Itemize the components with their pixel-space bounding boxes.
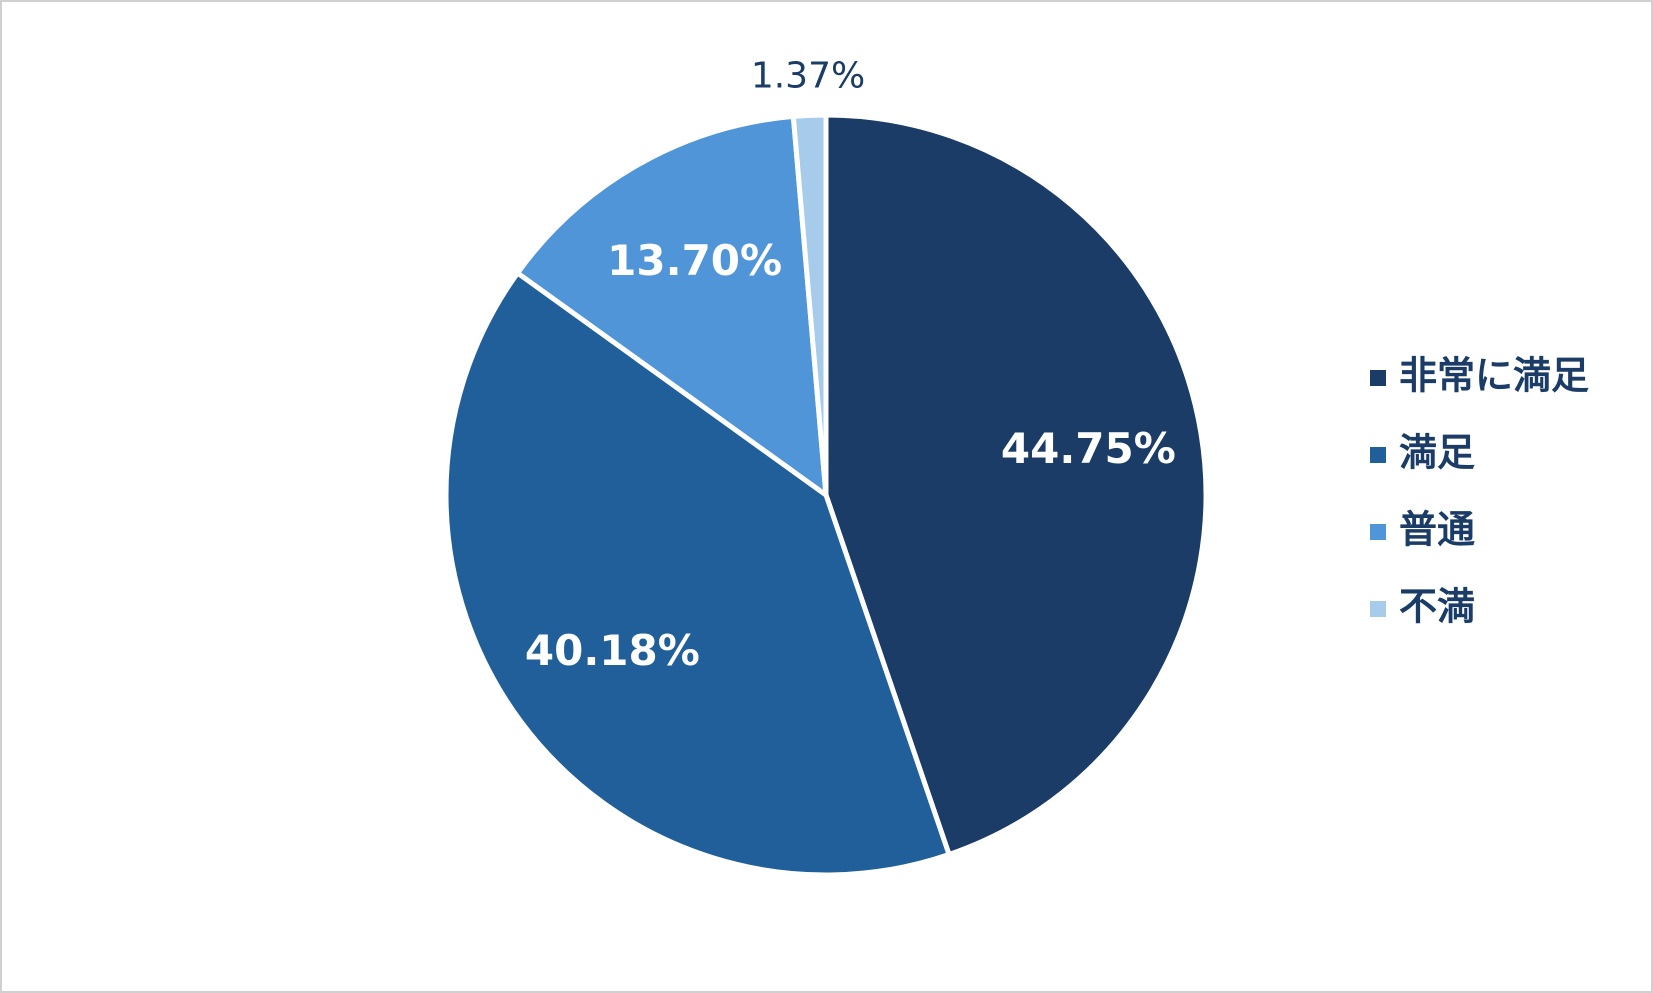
legend-label: 非常に満足 — [1399, 354, 1589, 398]
legend-label: 普通 — [1399, 508, 1475, 552]
data-label: 44.75% — [1001, 424, 1176, 473]
pie-slice — [515, 113, 829, 498]
legend-label: 満足 — [1399, 431, 1475, 475]
legend-label: 不満 — [1399, 585, 1475, 629]
data-label: 1.37% — [751, 55, 865, 96]
data-label: 40.18% — [525, 626, 700, 675]
pie-slice — [443, 270, 952, 878]
pie-slice — [790, 112, 829, 498]
legend-swatch — [1370, 447, 1386, 463]
legend-swatch — [1370, 524, 1386, 540]
legend-swatch — [1370, 370, 1386, 386]
legend-swatch — [1370, 601, 1386, 617]
data-label: 13.70% — [607, 236, 782, 285]
pie-slice — [823, 112, 1209, 858]
